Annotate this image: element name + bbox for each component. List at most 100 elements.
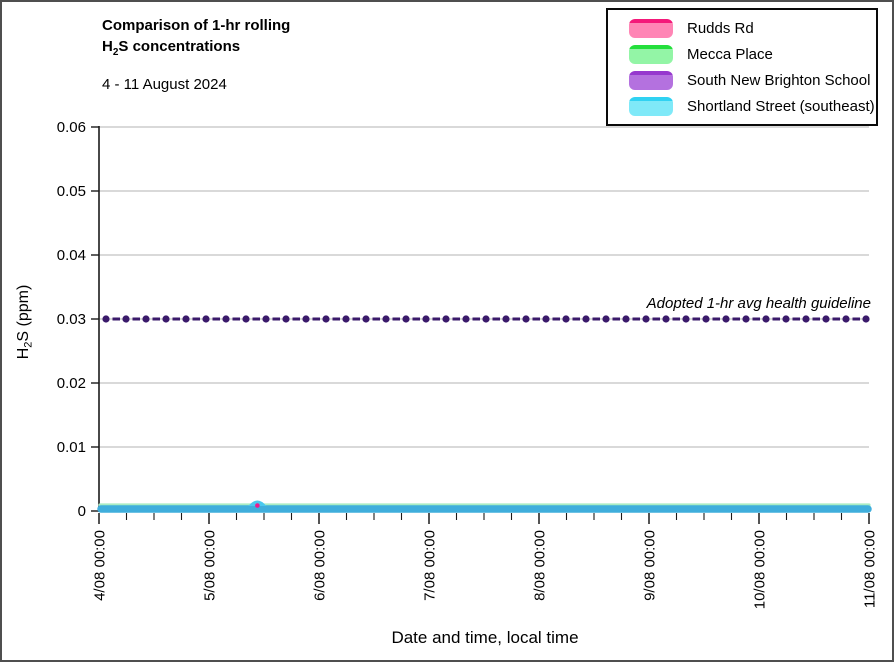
guideline-dot xyxy=(822,315,830,323)
guideline-dot xyxy=(222,315,230,323)
guideline-dash xyxy=(212,317,220,321)
guideline-dash xyxy=(652,317,660,321)
guideline-dash xyxy=(252,317,260,321)
chart-title-line2: H2S concentrations xyxy=(102,36,290,63)
guideline-dash xyxy=(692,317,700,321)
guideline-dot xyxy=(782,315,790,323)
y-tick-label: 0.04 xyxy=(57,247,86,264)
x-tick-label: 4/08 00:00 xyxy=(92,530,109,601)
legend-item-rudds-rd: Rudds Rd xyxy=(608,15,876,41)
guideline-dash xyxy=(612,317,620,321)
x-axis-title: Date and time, local time xyxy=(391,628,579,647)
guideline-dot xyxy=(262,315,270,323)
x-tick-label: 6/08 00:00 xyxy=(312,530,329,601)
chart-subtitle: 4 - 11 August 2024 xyxy=(102,76,227,93)
guideline-dot xyxy=(802,315,810,323)
legend-label: Mecca Place xyxy=(687,45,773,63)
guideline-dot xyxy=(742,315,750,323)
guideline-dash xyxy=(592,317,600,321)
guideline-dash xyxy=(332,317,340,321)
y-tick-label: 0.03 xyxy=(57,311,86,328)
guideline-dash xyxy=(152,317,160,321)
x-tick-label: 10/08 00:00 xyxy=(752,530,769,609)
guideline-dash xyxy=(492,317,500,321)
guideline-dot xyxy=(582,315,590,323)
guideline-dash xyxy=(672,317,680,321)
legend-item-mecca-place: Mecca Place xyxy=(608,41,876,67)
guideline-dash xyxy=(572,317,580,321)
guideline-annotation: Adopted 1-hr avg health guideline xyxy=(646,295,871,312)
y-tick-label: 0.05 xyxy=(57,183,86,200)
series-point-rudds-rd xyxy=(255,503,260,508)
guideline-dot xyxy=(842,315,850,323)
guideline-dot xyxy=(682,315,690,323)
guideline-dash xyxy=(792,317,800,321)
guideline-dot xyxy=(482,315,490,323)
guideline-dot xyxy=(862,315,870,323)
guideline-dash xyxy=(172,317,180,321)
guideline-dot xyxy=(522,315,530,323)
guideline-dash xyxy=(852,317,860,321)
guideline-dash xyxy=(292,317,300,321)
guideline-dash xyxy=(512,317,520,321)
y-tick-label: 0.01 xyxy=(57,439,86,456)
guideline-dash xyxy=(832,317,840,321)
legend-item-south-new-brighton-school: South New Brighton School xyxy=(608,67,876,93)
guideline-dash xyxy=(772,317,780,321)
legend-label: Shortland Street (southeast) xyxy=(687,97,875,115)
guideline-dot xyxy=(382,315,390,323)
guideline-dot xyxy=(562,315,570,323)
guideline-dash xyxy=(132,317,140,321)
guideline-dot xyxy=(102,315,110,323)
guideline-dot xyxy=(402,315,410,323)
guideline-dot xyxy=(182,315,190,323)
chart-legend: Rudds Rd Mecca Place South New Brighton … xyxy=(606,8,878,126)
guideline-dot xyxy=(702,315,710,323)
guideline-dash xyxy=(312,317,320,321)
guideline-dot xyxy=(122,315,130,323)
guideline-dot xyxy=(502,315,510,323)
guideline-dash xyxy=(232,317,240,321)
guideline-dot xyxy=(462,315,470,323)
guideline-dot xyxy=(302,315,310,323)
guideline-dot xyxy=(322,315,330,323)
guideline-dot xyxy=(642,315,650,323)
guideline-dash xyxy=(532,317,540,321)
x-tick-label: 9/08 00:00 xyxy=(642,530,659,601)
y-axis-title: H2S (ppm) xyxy=(15,285,35,360)
x-tick-label: 11/08 00:00 xyxy=(862,530,879,608)
guideline-dash xyxy=(812,317,820,321)
y-tick-label: 0.06 xyxy=(57,119,86,136)
guideline-dot xyxy=(442,315,450,323)
guideline-dash xyxy=(472,317,480,321)
guideline-dot xyxy=(202,315,210,323)
chart-title-subscript: 2 xyxy=(112,47,119,58)
guideline-dot xyxy=(422,315,430,323)
guideline-dot xyxy=(342,315,350,323)
guideline-dot xyxy=(142,315,150,323)
chart-title-line1: Comparison of 1-hr rolling xyxy=(102,17,291,34)
guideline-dot xyxy=(622,315,630,323)
guideline-dash xyxy=(552,317,560,321)
guideline-dot xyxy=(282,315,290,323)
guideline-dash xyxy=(632,317,640,321)
chart-title-rest: S concentrations xyxy=(118,38,241,55)
legend-swatch-icon xyxy=(629,18,673,38)
y-tick-label: 0.02 xyxy=(57,375,86,392)
guideline-dash xyxy=(112,317,120,321)
legend-swatch-icon xyxy=(629,70,673,90)
guideline-dash xyxy=(412,317,420,321)
guideline-dash xyxy=(392,317,400,321)
guideline-dot xyxy=(162,315,170,323)
guideline-dash xyxy=(752,317,760,321)
chart-title-block: Comparison of 1-hr rolling H2S concentra… xyxy=(102,15,290,93)
guideline-dash xyxy=(452,317,460,321)
guideline-dash xyxy=(712,317,720,321)
legend-label: Rudds Rd xyxy=(687,19,754,37)
guideline-dot xyxy=(362,315,370,323)
legend-swatch-icon xyxy=(629,44,673,64)
x-tick-label: 5/08 00:00 xyxy=(202,530,219,601)
guideline-dot xyxy=(602,315,610,323)
guideline-dash xyxy=(432,317,440,321)
y-tick-label: 0 xyxy=(78,503,86,520)
